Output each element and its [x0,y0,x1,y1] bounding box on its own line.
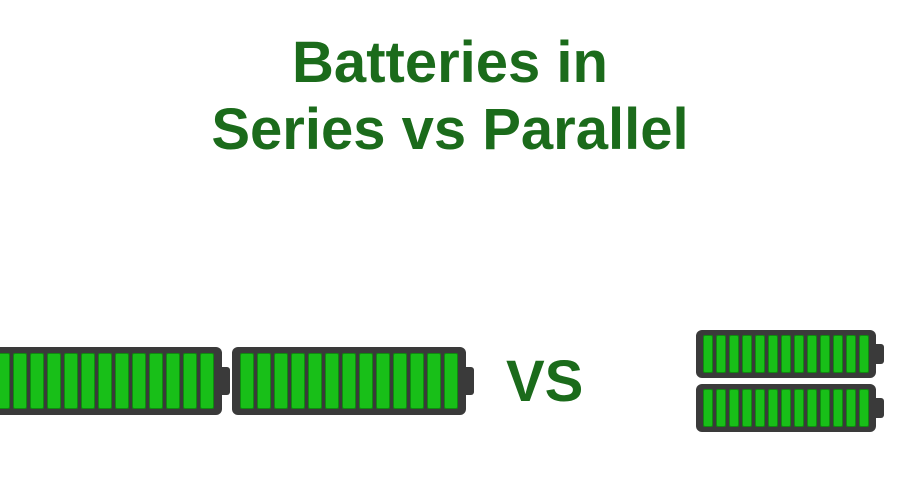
graphic-row: VS [0,347,900,415]
page-title: Batteries in Series vs Parallel [0,30,900,163]
battery-cell [359,353,373,409]
battery-cell [820,389,830,427]
battery-cell [132,353,146,409]
battery-cell [13,353,27,409]
battery-cell [200,353,214,409]
battery-cell [755,335,765,373]
battery-body [696,330,876,378]
battery-cell [47,353,61,409]
battery-cell [729,335,739,373]
battery-cell [807,335,817,373]
battery-cell [183,353,197,409]
battery-cell [274,353,288,409]
battery-tip [876,344,884,364]
battery-cell [444,353,458,409]
title-line-1: Batteries in [292,30,608,95]
battery-cell [703,335,713,373]
battery-cell [833,389,843,427]
title-line-2: Series vs Parallel [211,97,688,162]
battery-cell [30,353,44,409]
battery-cell [716,335,726,373]
battery-cell [768,389,778,427]
battery-tip [466,367,474,395]
battery-cell [807,389,817,427]
series-batteries [0,347,466,415]
battery-cell [755,389,765,427]
battery-cell [308,353,322,409]
battery-cell [716,389,726,427]
battery-body [696,384,876,432]
battery-tip [876,398,884,418]
battery-body [232,347,466,415]
battery-cell [846,335,856,373]
vs-label: VS [506,348,583,415]
battery-cell [98,353,112,409]
battery-cell [376,353,390,409]
battery-cell [820,335,830,373]
battery-cell [81,353,95,409]
battery-tip [222,367,230,395]
battery-cell [410,353,424,409]
battery-cell [742,335,752,373]
parallel-batteries [696,330,876,432]
battery-cell [781,335,791,373]
battery-series-1 [232,347,466,415]
battery-cell [64,353,78,409]
battery-cell [0,353,10,409]
battery-cell [393,353,407,409]
battery-cell [859,335,869,373]
battery-body [0,347,222,415]
battery-cell [342,353,356,409]
battery-cell [149,353,163,409]
battery-cell [703,389,713,427]
battery-cell [846,389,856,427]
battery-cell [427,353,441,409]
battery-cell [794,335,804,373]
battery-cell [794,389,804,427]
battery-cell [115,353,129,409]
battery-cell [742,389,752,427]
battery-cell [859,389,869,427]
battery-cell [257,353,271,409]
battery-parallel-0 [696,330,876,378]
battery-cell [291,353,305,409]
battery-parallel-1 [696,384,876,432]
battery-cell [781,389,791,427]
vs-text: VS [506,349,583,414]
battery-cell [325,353,339,409]
battery-cell [240,353,254,409]
battery-series-0 [0,347,222,415]
battery-cell [729,389,739,427]
battery-cell [833,335,843,373]
battery-cell [166,353,180,409]
battery-cell [768,335,778,373]
